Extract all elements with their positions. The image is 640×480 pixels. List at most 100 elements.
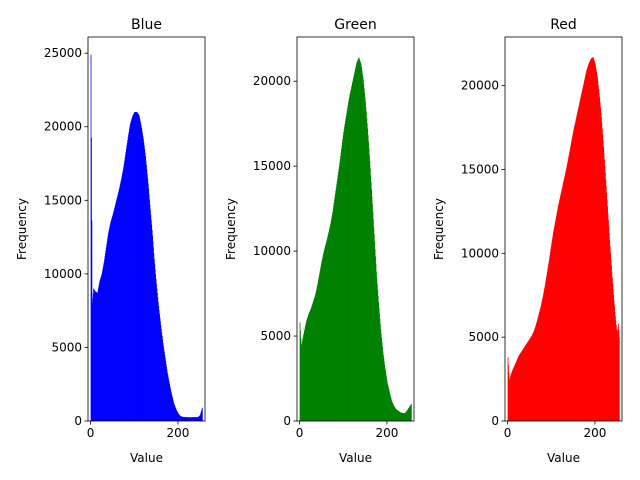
- green-y-axis-label: Frequency: [224, 198, 238, 260]
- red-histogram-bin: [571, 140, 573, 422]
- blue-histogram-bin: [142, 135, 144, 421]
- green-histogram-bin: [329, 227, 331, 421]
- red-histogram-bar: [601, 122, 603, 422]
- green-histogram-bin: [374, 249, 376, 421]
- red-histogram-bar: [605, 186, 607, 421]
- blue-histogram-bin: [198, 416, 200, 421]
- blue-histogram-bin: [98, 285, 100, 421]
- green-histogram-bin: [300, 330, 301, 421]
- green-histogram-bin: [339, 159, 341, 421]
- red-histogram-bin: [510, 374, 512, 421]
- red-histogram-bar: [586, 70, 587, 421]
- green-histogram-bin: [369, 154, 370, 421]
- red-y-tick-label: 20000: [461, 79, 499, 93]
- green-histogram-bin: [320, 268, 321, 421]
- green-histogram-bin: [303, 335, 304, 421]
- red-histogram-bin: [515, 362, 517, 421]
- blue-histogram-bin: [154, 269, 156, 421]
- red-histogram-bin: [547, 269, 549, 421]
- green-histogram-bar: [356, 62, 358, 422]
- blue-histogram-bin: [133, 112, 135, 422]
- blue-histogram-bin: [120, 180, 122, 421]
- blue-histogram-bin: [201, 409, 203, 421]
- red-histogram-bin: [561, 188, 563, 421]
- blue-histogram-bin: [146, 165, 147, 421]
- red-histogram-bin: [552, 235, 554, 421]
- green-histogram-bar: [393, 405, 395, 421]
- green-histogram-bin: [331, 214, 333, 421]
- red-histogram-bar: [520, 352, 522, 421]
- green-histogram-bin: [409, 406, 410, 421]
- blue-histogram-bar: [167, 372, 168, 421]
- green-histogram-bin: [330, 221, 332, 421]
- green-y-tick-label: 0: [283, 414, 291, 428]
- red-histogram-bin: [541, 302, 543, 421]
- blue-histogram-bin: [182, 416, 184, 421]
- red-histogram-bar: [542, 296, 544, 421]
- green-histogram-bin: [339, 162, 341, 422]
- green-histogram-bin: [309, 310, 311, 421]
- blue-histogram-bin: [198, 416, 200, 421]
- green-histogram-bin: [344, 126, 345, 422]
- green-histogram-bin: [386, 379, 388, 421]
- green-histogram-bin: [337, 178, 338, 421]
- red-histogram-bin: [556, 211, 558, 421]
- green-histogram-bin: [351, 86, 352, 421]
- red-histogram-bar: [577, 110, 579, 421]
- green-histogram-bar: [400, 412, 401, 421]
- blue-histogram-bar: [99, 281, 101, 421]
- red-histogram-bar: [546, 271, 548, 421]
- red-histogram-bin: [560, 194, 562, 421]
- blue-histogram-bin: [178, 414, 180, 421]
- blue-histogram-bin: [153, 247, 154, 421]
- blue-histogram-bar: [151, 229, 153, 421]
- red-histogram-bin: [537, 318, 539, 421]
- green-histogram-bar: [376, 271, 377, 421]
- green-histogram-bin: [400, 412, 402, 421]
- green-histogram-bin: [361, 70, 363, 422]
- green-histogram-bar: [386, 381, 388, 421]
- blue-histogram-bin: [190, 417, 191, 421]
- green-histogram-bar: [395, 409, 397, 421]
- red-histogram-bar: [608, 219, 609, 421]
- blue-histogram-bin: [164, 354, 166, 421]
- blue-histogram-bin: [136, 112, 138, 422]
- blue-histogram-bin: [157, 297, 159, 421]
- green-histogram-bin: [315, 293, 317, 421]
- blue-histogram-bin: [194, 417, 195, 421]
- green-histogram-bar: [310, 308, 312, 421]
- blue-y-tick-label: 10000: [44, 267, 82, 281]
- blue-histogram-bin: [176, 411, 178, 421]
- green-histogram-bin: [302, 337, 304, 421]
- red-histogram-bin: [580, 94, 582, 422]
- green-histogram-bin: [318, 275, 320, 421]
- red-histogram-bin: [613, 294, 615, 421]
- red-histogram-bin: [553, 232, 554, 421]
- green-histogram-bin: [317, 280, 319, 421]
- red-histogram-bin: [514, 364, 516, 421]
- blue-histogram-bin: [92, 293, 94, 421]
- red-histogram-bar: [584, 80, 585, 421]
- blue-histogram-bin: [105, 253, 106, 421]
- green-histogram-bin: [305, 322, 307, 421]
- green-histogram-bin: [333, 202, 335, 421]
- blue-histogram-bin: [108, 228, 110, 421]
- blue-histogram-bin: [135, 112, 137, 421]
- blue-histogram-bin: [115, 204, 116, 421]
- red-histogram-bin: [589, 60, 591, 422]
- red-histogram-bin: [580, 96, 582, 421]
- blue-histogram-bin: [174, 406, 176, 421]
- green-histogram-bar: [354, 72, 355, 422]
- green-histogram-bin: [310, 309, 311, 421]
- green-histogram-bin: [395, 408, 397, 421]
- red-histogram-bin: [513, 366, 515, 421]
- red-histogram-bin: [604, 159, 605, 421]
- red-histogram-bin: [515, 361, 517, 421]
- blue-histogram-bin: [183, 416, 184, 421]
- blue-histogram-bin: [93, 289, 95, 421]
- red-histogram-bin: [550, 249, 552, 421]
- green-histogram-bin: [392, 402, 393, 421]
- red-histogram-bin: [560, 192, 562, 421]
- red-histogram-bin: [611, 265, 612, 421]
- blue-histogram-bar: [110, 222, 112, 421]
